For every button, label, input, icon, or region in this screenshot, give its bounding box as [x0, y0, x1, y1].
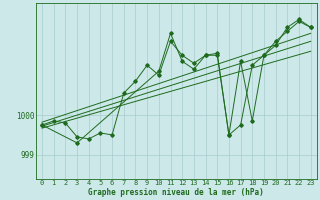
X-axis label: Graphe pression niveau de la mer (hPa): Graphe pression niveau de la mer (hPa): [88, 188, 264, 197]
